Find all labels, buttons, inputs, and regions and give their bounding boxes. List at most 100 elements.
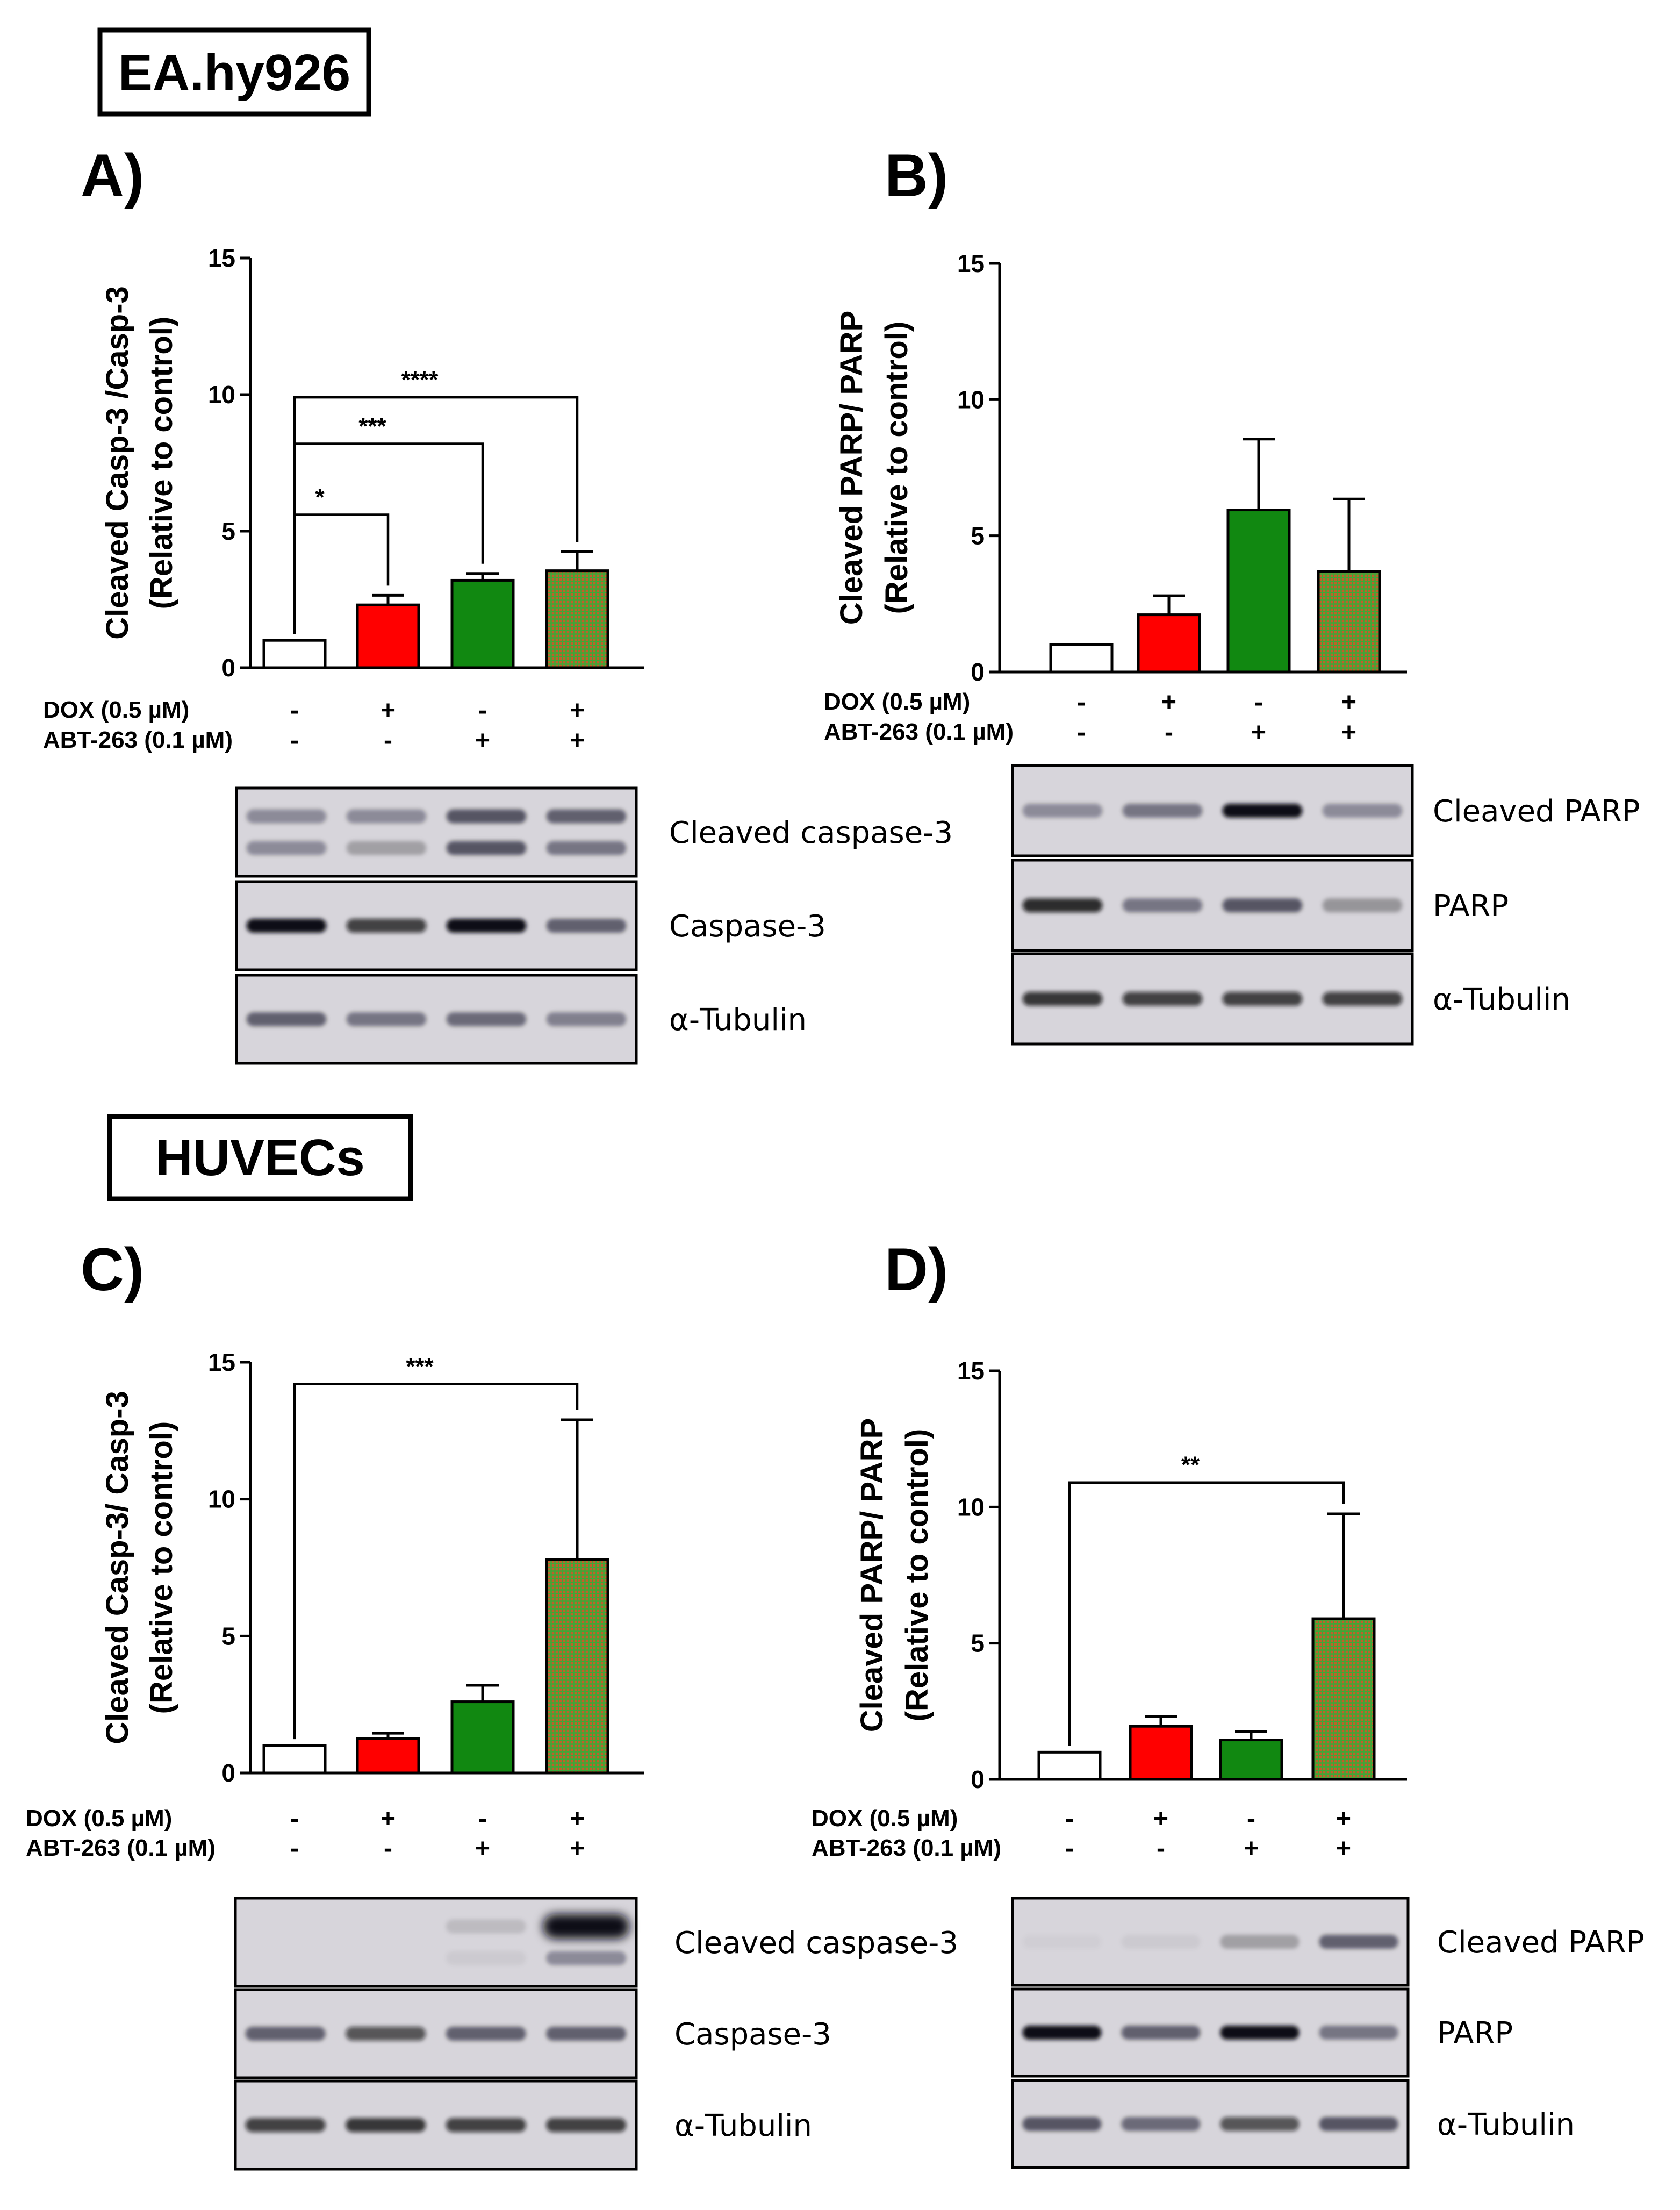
blot-label: Cleaved PARP: [1433, 794, 1640, 829]
bar-dox: [1129, 1725, 1193, 1781]
blot-cleaved: Cleaved PARP: [1011, 764, 1640, 857]
abt263-sign: -: [384, 726, 392, 755]
dox-sign: -: [1077, 688, 1086, 717]
y-tick-label: 15: [957, 249, 985, 277]
blot-band: [246, 809, 327, 824]
blot-frame: [235, 786, 638, 878]
blot-tubulin: α-Tubulin: [235, 974, 807, 1065]
section-ea-hy926: EA.hy926: [97, 27, 371, 117]
blot-band: [543, 1914, 630, 1939]
section-huvecs-label: HUVECs: [155, 1129, 364, 1186]
blot-band: [346, 2118, 426, 2132]
y-tick-label: 0: [971, 658, 985, 686]
blot-band: [1121, 2026, 1201, 2040]
blot-tubulin: α-Tubulin: [1011, 952, 1570, 1046]
dox-sign: +: [380, 1805, 396, 1833]
blot-band: [346, 809, 427, 824]
bar-abt263: [1226, 509, 1291, 674]
abt263-sign: -: [1165, 718, 1173, 747]
panel-a: A) 0 5 10 15 Cleaved Casp-3 /Casp-3 (Relative …: [43, 142, 953, 1065]
western-blots: Cleaved caspase-3 Caspase-3 α-Tubulin: [234, 1897, 958, 2171]
blot-band: [446, 2118, 526, 2132]
abt263-sign: -: [384, 1834, 392, 1863]
blot-band: [246, 1012, 327, 1026]
significance-bracket: [293, 1383, 579, 1740]
blot-cleaved: Cleaved caspase-3: [234, 1897, 958, 1988]
blot-total: Caspase-3: [235, 880, 826, 971]
blot-label: Cleaved PARP: [1437, 1925, 1645, 1960]
dox-sign: +: [570, 696, 585, 725]
bar-dox: [356, 603, 420, 669]
dox-label: DOX (0.5 µM): [43, 697, 189, 723]
blot-label: PARP: [1433, 889, 1509, 924]
blot-band: [546, 2118, 627, 2132]
conditions: DOX (0.5 µM)ABT-263 (0.1 µM)- + - +- - + +: [43, 696, 585, 755]
abt263-sign: +: [1336, 1834, 1351, 1863]
blot-label: Cleaved caspase-3: [669, 816, 953, 850]
abt263-sign: +: [1341, 718, 1356, 747]
blot-band: [1122, 898, 1203, 912]
blot-label: α-Tubulin: [674, 2108, 812, 2143]
bar-control: [262, 639, 327, 669]
blot-band: [546, 841, 627, 855]
bar-dox: [1137, 613, 1201, 674]
y-tick-label: 10: [957, 1493, 985, 1521]
blot-band: [1322, 898, 1403, 912]
y-tick-label: 0: [971, 1765, 985, 1793]
blot-band: [1022, 2026, 1102, 2040]
y-tick-label: 5: [221, 1622, 235, 1650]
y-tick-label: 5: [971, 522, 985, 550]
y-tick-label: 15: [208, 244, 235, 272]
panel-letter: A): [81, 142, 144, 209]
blot-band: [1122, 804, 1203, 818]
bar-dox-abt263: [545, 1558, 609, 1775]
dox-sign: +: [570, 1805, 585, 1833]
y-axis-label: (Relative to control): [900, 1429, 935, 1722]
blot-band: [1322, 992, 1403, 1006]
panel-d: D) 0 5 10 15 Cleaved PARP/ PARP (Relative to c…: [812, 1236, 1645, 2169]
blot-band: [446, 841, 527, 855]
blot-band: [1022, 2117, 1102, 2131]
abt263-sign: -: [1077, 718, 1086, 747]
blot-band: [546, 809, 627, 824]
y-axis-label: Cleaved PARP/ PARP: [855, 1418, 889, 1732]
abt263-sign: -: [1157, 1834, 1165, 1863]
blot-band: [1322, 804, 1403, 818]
significance-label: ***: [358, 413, 386, 439]
abt263-sign: +: [475, 1834, 490, 1863]
panel-letter: B): [885, 142, 948, 209]
blot-label: α-Tubulin: [669, 1003, 807, 1038]
y-axis-label: Cleaved Casp-3/ Casp-3: [100, 1391, 135, 1744]
abt263-label: ABT-263 (0.1 µM): [43, 727, 233, 753]
blot-band: [1319, 2117, 1398, 2131]
y-axis-label: (Relative to control): [144, 1421, 179, 1714]
bar-abt263: [450, 1700, 515, 1775]
abt263-sign: +: [1244, 1834, 1259, 1863]
blot-total: Caspase-3: [234, 1988, 831, 2079]
blot-band: [245, 2027, 326, 2041]
blot-band: [1319, 2026, 1398, 2040]
panel-letter: D): [885, 1236, 948, 1303]
blot-band: [346, 2027, 426, 2041]
blot-label: Cleaved caspase-3: [674, 1926, 958, 1961]
panel-c: C) 0 5 10 15 Cleaved Casp-3/ Casp-3 (Relative …: [26, 1236, 958, 2171]
blot-tubulin: α-Tubulin: [1011, 2079, 1575, 2169]
blot-band: [246, 841, 327, 855]
blot-band: [346, 1012, 427, 1026]
blot-band: [1319, 1935, 1398, 1949]
blot-band: [1022, 1935, 1101, 1949]
conditions: DOX (0.5 µM)ABT-263 (0.1 µM)- + - +- - + +: [26, 1805, 585, 1863]
dox-sign: -: [478, 1805, 487, 1833]
blot-band: [1022, 898, 1103, 912]
blot-band: [1022, 992, 1103, 1006]
abt263-label: ABT-263 (0.1 µM): [26, 1835, 216, 1861]
dox-sign: +: [1153, 1805, 1168, 1833]
abt263-sign: -: [1065, 1834, 1074, 1863]
dox-label: DOX (0.5 µM): [824, 689, 970, 715]
western-blots: Cleaved caspase-3 Caspase-3 α-Tubulin: [235, 786, 953, 1065]
blot-label: α-Tubulin: [1433, 982, 1570, 1017]
dox-sign: +: [380, 696, 396, 725]
bar-dox-abt263: [545, 569, 609, 669]
blot-frame: [234, 1897, 638, 1988]
